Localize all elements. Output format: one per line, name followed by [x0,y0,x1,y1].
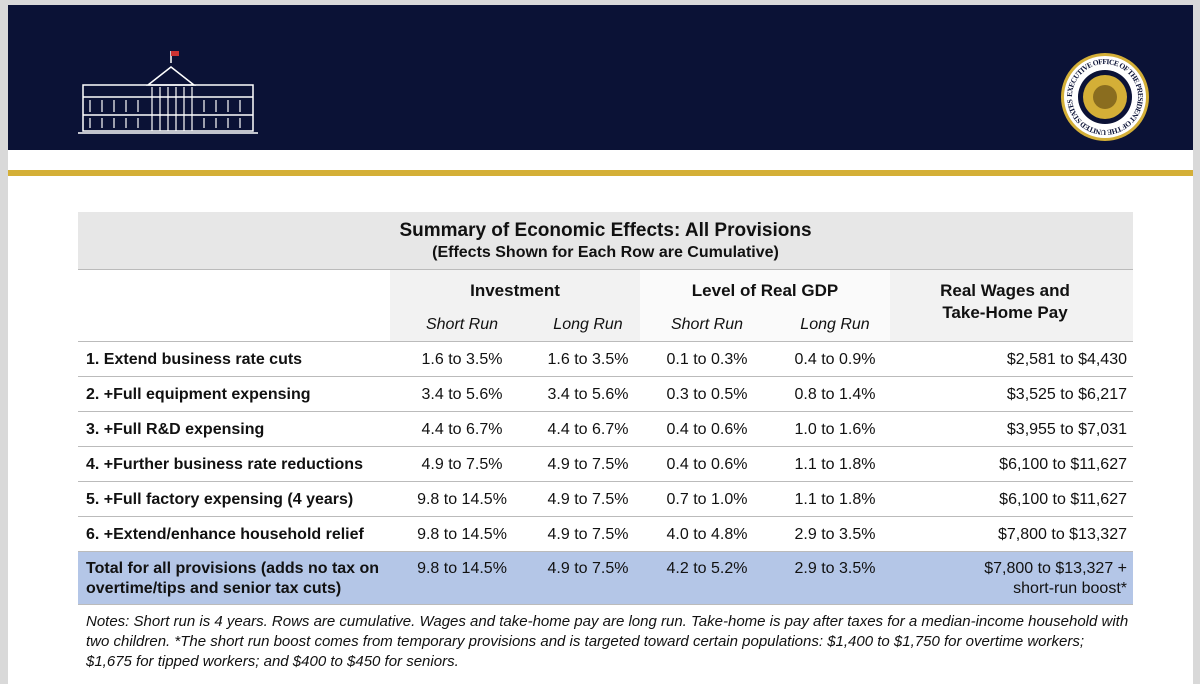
header-banner: EXECUTIVE OFFICE OF THE PRESIDENT OF THE… [8,5,1193,150]
cell-wages: $7,800 to $13,327 [997,525,1127,543]
row-label: 4. +Further business rate reductions [86,455,363,473]
cell: 3.4 to 5.6% [547,385,629,403]
notes: Notes: Short run is 4 years. Rows are cu… [86,613,1129,670]
subcolumn-header: Long Run [553,316,623,333]
cell-wages: $2,581 to $4,430 [1006,350,1127,368]
cell-wages: $3,525 to $6,217 [1006,385,1127,403]
cell: 0.4 to 0.9% [794,350,876,368]
group-header: Investment [470,281,560,300]
group-header: Level of Real GDP [691,281,839,300]
rule [78,341,1133,342]
header-bg [390,270,640,342]
total-bg [78,552,1133,605]
rule [78,446,1133,447]
rule [78,604,1133,605]
white-house-icon [78,51,258,134]
subcolumn-header: Long Run [800,316,870,333]
cell: 1.6 to 3.5% [421,350,503,368]
cell: 4.9 to 7.5% [547,560,629,577]
cell: 1.1 to 1.8% [794,490,876,508]
cell: 9.8 to 14.5% [417,490,507,508]
subcolumn-header: Short Run [670,316,744,333]
cell: 1.1 to 1.8% [794,455,876,473]
cell: 0.8 to 1.4% [794,385,876,403]
cell: 4.9 to 7.5% [547,455,629,473]
cell-wages: $7,800 to $13,327 + short-run boost* [984,559,1127,597]
row-label: 2. +Full equipment expensing [86,385,311,403]
cell: 9.8 to 14.5% [417,525,507,543]
cell: 4.9 to 7.5% [421,455,503,473]
row-label: 1. Extend business rate cuts [86,350,303,368]
header-bg [640,270,890,342]
cell: 0.7 to 1.0% [666,490,748,508]
rule [78,516,1133,517]
cell: 1.6 to 3.5% [547,350,629,368]
cell: 1.0 to 1.6% [794,420,876,438]
title-band [78,212,1133,270]
cell: 4.4 to 6.7% [421,420,503,438]
row-label: Total for all provisions (adds no tax on… [86,559,380,597]
page: EXECUTIVE OFFICE OF THE PRESIDENT OF THE… [8,5,1193,684]
cell: 9.8 to 14.5% [417,560,507,577]
cell-wages: $3,955 to $7,031 [1006,420,1127,438]
cell: 4.9 to 7.5% [547,490,629,508]
table-title: Summary of Economic Effects: All Provisi… [399,220,812,241]
cell: 4.4 to 6.7% [547,420,629,438]
cell-wages: $6,100 to $11,627 [999,455,1127,473]
table-subtitle: (Effects Shown for Each Row are Cumulati… [432,244,779,261]
cell: 0.3 to 0.5% [666,385,748,403]
subcolumn-header: Short Run [425,316,499,333]
cell: 4.2 to 5.2% [666,560,748,577]
gold-rule [8,170,1193,176]
cell: 2.9 to 3.5% [794,525,876,543]
cell-wages: $6,100 to $11,627 [999,490,1127,508]
seal: EXECUTIVE OFFICE OF THE PRESIDENT OF THE… [1061,53,1149,141]
rule [78,551,1133,552]
rule [78,411,1133,412]
cell: 2.9 to 3.5% [794,560,876,577]
row-label: 3. +Full R&D expensing [86,420,265,438]
cell: 0.4 to 0.6% [666,455,748,473]
row-label: 5. +Full factory expensing (4 years) [86,490,354,508]
rule [78,481,1133,482]
cell: 4.9 to 7.5% [547,525,629,543]
row-label: 6. +Extend/enhance household relief [86,525,364,543]
cell: 0.4 to 0.6% [666,420,748,438]
header-bg [890,270,1133,342]
cell: 4.0 to 4.8% [666,525,748,543]
group-header: Real Wages and Take-Home Pay [940,281,1070,322]
rule [78,376,1133,377]
cell: 3.4 to 5.6% [421,385,503,403]
cell: 0.1 to 0.3% [666,350,748,368]
